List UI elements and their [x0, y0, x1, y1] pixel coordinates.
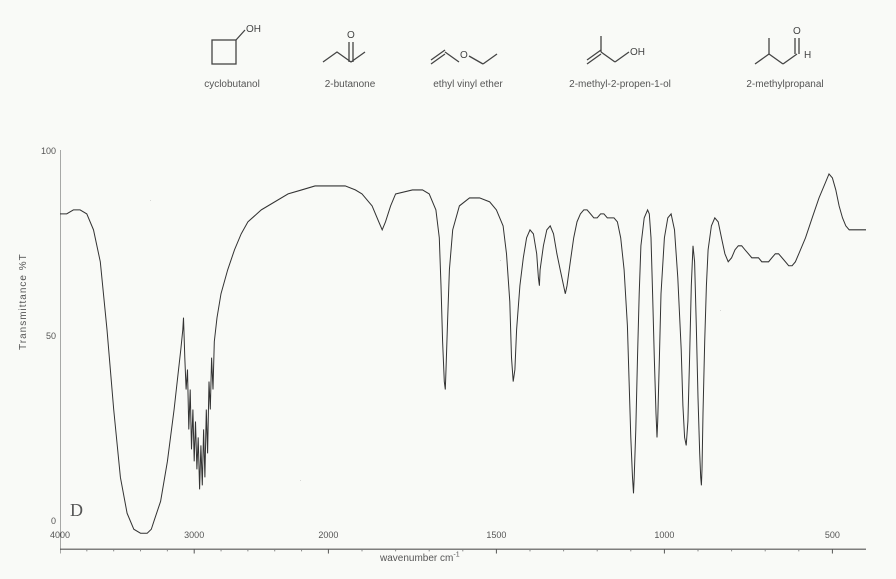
h-label: H: [804, 50, 811, 61]
mol-2-methyl-2-propen-1-ol: OH 2-methyl-2-propen-1-ol: [540, 18, 700, 90]
ytick-label: 100: [38, 146, 56, 156]
struct-ethyl-vinyl-ether-icon: O: [423, 18, 513, 73]
mol-cyclobutanol: OH cyclobutanol: [172, 18, 292, 90]
struct-2m2p1ol-icon: OH: [575, 18, 665, 73]
mol-ethyl-vinyl-ether: O ethyl vinyl ether: [408, 18, 528, 90]
ir-spectrum-chart: [60, 150, 866, 560]
struct-2mpropanal-icon: O H: [745, 18, 825, 73]
mol-caption: 2-methylpropanal: [715, 79, 855, 90]
mol-caption: 2-butanone: [295, 79, 405, 90]
oh-label: OH: [630, 47, 645, 58]
mol-2-methylpropanal: O H 2-methylpropanal: [715, 18, 855, 90]
panel-letter: D: [70, 500, 83, 521]
ytick-label: 50: [38, 331, 56, 341]
o-label: O: [347, 30, 355, 41]
struct-2-butanone-icon: O: [315, 18, 385, 73]
ytick-label: 0: [38, 516, 56, 526]
mol-caption: 2-methyl-2-propen-1-ol: [540, 79, 700, 90]
structures-row: OH cyclobutanol O 2-butanone O ethyl vin…: [0, 18, 896, 133]
y-axis-label: Transmittance %T: [18, 253, 29, 350]
oh-label: OH: [246, 24, 261, 35]
mol-caption: cyclobutanol: [172, 79, 292, 90]
mol-2-butanone: O 2-butanone: [295, 18, 405, 90]
o-label: O: [460, 50, 468, 61]
struct-cyclobutanol-icon: OH: [197, 18, 267, 73]
mol-caption: ethyl vinyl ether: [408, 79, 528, 90]
o-label: O: [793, 26, 801, 37]
